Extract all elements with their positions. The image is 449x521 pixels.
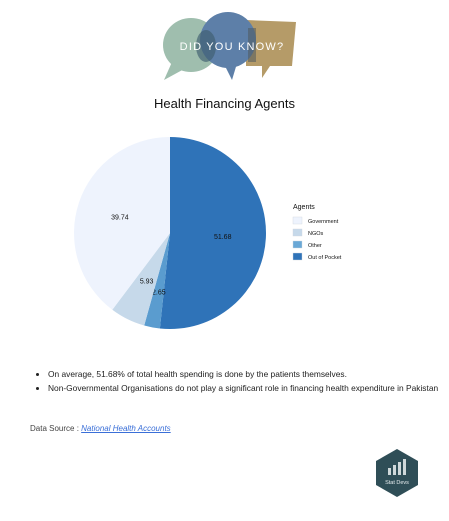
pie-slice-out-of-pocket [159,137,267,329]
pie-chart: 51.68 2.65 5.93 39.74 Agents Government NGOs Ot… [74,137,342,329]
legend-title: Agents [293,204,315,211]
logo-text: Stat Devs [385,480,409,486]
legend-label-ngos: NGOs [308,231,324,237]
legend-swatch-other [292,240,303,249]
legend-swatch-ngos [292,228,303,237]
legend-label-government: Government [308,219,339,225]
bubble-tan-icon [246,20,296,78]
notes-list: On average, 51.68% of total health spend… [30,368,448,396]
legend-swatch-government [292,216,303,225]
data-source: Data Source : National Health Accounts [30,424,171,433]
did-you-know-badge: DID YOU KNOW? [163,12,296,80]
data-source-link[interactable]: National Health Accounts [81,424,171,433]
overlap-shade [196,30,216,62]
pie-slice-government [74,137,170,310]
chart-title: Health Financing Agents [154,96,295,111]
note-item: Non-Governmental Organisations do not pl… [48,382,448,394]
overlap-shade [248,28,256,62]
legend-swatch-out-of-pocket [292,252,303,261]
legend-label-out-of-pocket: Out of Pocket [308,255,342,261]
data-source-prefix: Data Source : [30,424,82,433]
note-item: On average, 51.68% of total health spend… [48,368,448,380]
legend-label-other: Other [308,243,322,249]
pie-slice-other [144,233,170,329]
pie-label-other: 2.65 [152,289,166,296]
pie-slice-ngos [112,233,170,326]
pie-label-out-of-pocket: 51.68 [214,234,232,241]
pie-label-government: 39.74 [111,214,129,221]
pie-label-ngos: 5.93 [140,278,154,285]
badge-text: DID YOU KNOW? [180,41,285,53]
